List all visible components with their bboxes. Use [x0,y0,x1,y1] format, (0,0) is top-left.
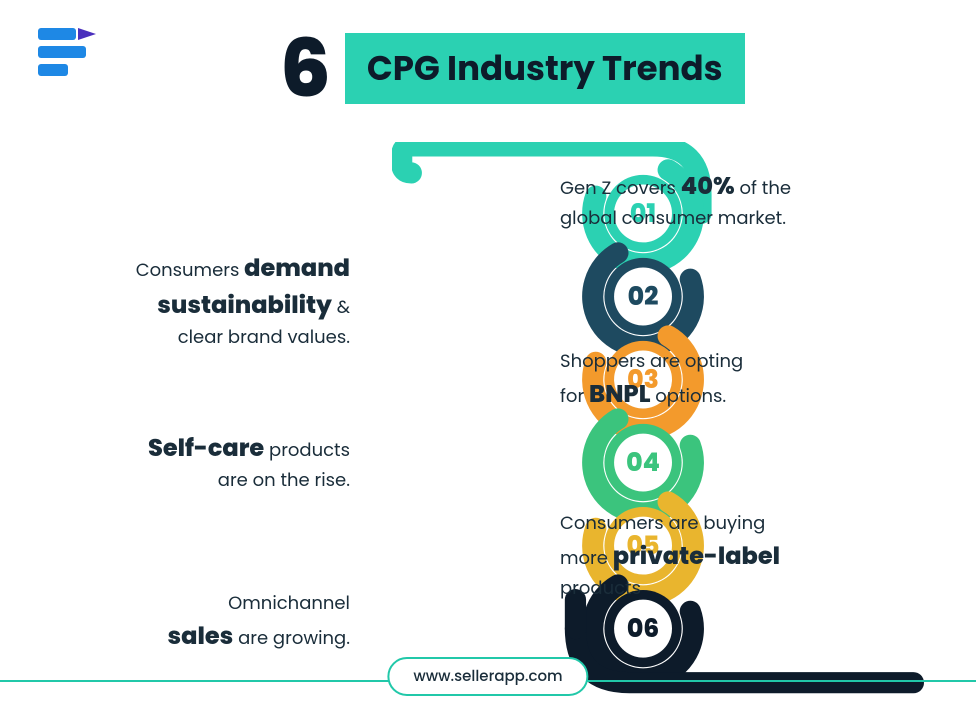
caption-text: products [560,576,641,601]
caption-text: Consumers are buying [560,511,765,536]
captions-layer: Gen Z covers 40% of the global consumer m… [0,0,976,724]
caption-text: demand [244,252,350,285]
caption-text: are growing. [233,626,350,651]
caption-text: sustainability [157,289,332,322]
caption-text: clear brand values. [178,325,350,350]
caption-text: are on the rise. [218,468,350,493]
caption-text: for [560,384,589,409]
caption-04: Self-care products are on the rise. [40,430,350,495]
caption-text: BNPL [589,378,651,411]
caption-05: Consumers are buying more private-label pr… [560,510,920,603]
caption-text: Shoppers are opting [560,349,743,374]
caption-text: Self-care [148,432,264,465]
caption-02: Consumers demand sustainability & clear br… [40,250,350,352]
caption-text: options. [650,384,726,409]
footer-url: www.sellerapp.com [387,657,588,696]
caption-text: Gen Z covers [560,176,681,201]
caption-text: Omnichannel [228,591,350,616]
caption-text: sales [168,620,234,653]
caption-text: 40% [681,170,735,203]
caption-text: of the [735,176,791,201]
caption-text: & [332,295,350,320]
caption-text: private-label [613,540,780,573]
caption-06: Omnichannel sales are growing. [40,590,350,655]
caption-01: Gen Z covers 40% of the global consumer m… [560,168,920,233]
caption-text: global consumer market. [560,206,786,231]
caption-text: more [560,546,613,571]
caption-03: Shoppers are opting for BNPL options. [560,348,920,413]
caption-text: products [264,438,350,463]
caption-text: Consumers [136,258,244,283]
